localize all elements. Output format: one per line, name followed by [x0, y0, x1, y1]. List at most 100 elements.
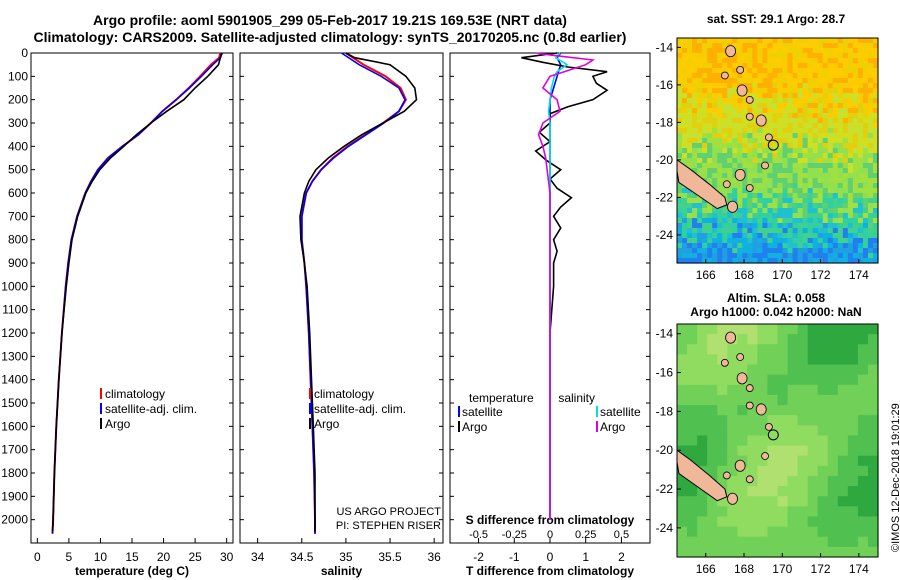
- map-field-cell: [857, 243, 864, 249]
- map-field-cell: [867, 153, 874, 159]
- map-field-cell: [762, 188, 769, 194]
- map-field-cell: [777, 183, 784, 189]
- map-field-cell: [842, 213, 849, 219]
- map-field-cell: [767, 475, 779, 487]
- map-field-cell: [807, 53, 814, 59]
- map-field-cell: [687, 496, 698, 507]
- map-field-cell: [827, 445, 839, 457]
- map-field-cell: [717, 78, 723, 84]
- map-field-cell: [737, 38, 743, 44]
- map-field-cell: [797, 455, 809, 467]
- map-field-cell: [867, 103, 874, 109]
- map-field-cell: [787, 153, 794, 159]
- map-field-cell: [717, 68, 723, 74]
- map-field-cell: [717, 143, 723, 149]
- map-field-cell: [742, 203, 748, 209]
- map-field-cell: [722, 193, 728, 199]
- map-field-cell: [697, 168, 703, 174]
- map-field-cell: [812, 198, 819, 204]
- map-field-cell: [837, 78, 844, 84]
- map-field-cell: [777, 133, 784, 139]
- map-field-cell: [857, 38, 864, 44]
- y-tick-label: 400: [8, 139, 28, 153]
- map-field-cell: [832, 108, 839, 114]
- map-field-cell: [787, 123, 794, 129]
- map-field-cell: [757, 445, 769, 457]
- map-field-cell: [812, 183, 819, 189]
- map-field-cell: [867, 203, 874, 209]
- map-field-cell: [822, 123, 829, 129]
- map-field-cell: [722, 83, 728, 89]
- map-field-cell: [852, 248, 859, 254]
- map-field-cell: [722, 213, 728, 219]
- map-field-cell: [697, 486, 708, 497]
- map-field-cell: [807, 425, 819, 437]
- map-field-cell: [707, 113, 713, 119]
- map-field-cell: [697, 258, 703, 264]
- map-field-cell: [712, 248, 718, 254]
- y-tick-label: 100: [8, 69, 28, 83]
- map-field-cell: [722, 78, 728, 84]
- map-field-cell: [847, 228, 854, 234]
- map-field-cell: [807, 496, 819, 507]
- map-field-cell: [812, 153, 819, 159]
- map-field-cell: [702, 258, 708, 264]
- map-field-cell: [862, 48, 869, 54]
- map-field-cell: [757, 138, 764, 144]
- map-field-cell: [742, 238, 748, 244]
- map-field-cell: [847, 374, 859, 386]
- map-field-cell: [757, 73, 764, 79]
- map-field-cell: [797, 384, 809, 396]
- map-field-cell: [732, 88, 738, 94]
- map-field-cell: [742, 143, 748, 149]
- map-field-cell: [802, 218, 809, 224]
- map-field-cell: [857, 203, 864, 209]
- map-field-cell: [717, 123, 723, 129]
- x-tick-label: 0: [547, 550, 554, 564]
- map-field-cell: [872, 198, 879, 204]
- landmass-island: [720, 71, 729, 80]
- map-x-tick-label: 172: [811, 562, 831, 576]
- map-field-cell: [682, 253, 688, 259]
- map-field-cell: [752, 73, 758, 79]
- map-field-cell: [697, 208, 703, 214]
- map-field-cell: [847, 43, 854, 49]
- legend-group-title: temperature: [469, 391, 534, 405]
- map-field-cell: [747, 168, 753, 174]
- map-field-cell: [827, 178, 834, 184]
- map-field-cell: [692, 43, 698, 49]
- map-field-cell: [677, 445, 688, 457]
- map-field-cell: [812, 118, 819, 124]
- map-field-cell: [697, 158, 703, 164]
- map-field-cell: [727, 364, 738, 376]
- map-field-cell: [822, 88, 829, 94]
- map-field-cell: [847, 536, 859, 548]
- map-field-cell: [757, 163, 764, 169]
- map-field-cell: [812, 73, 819, 79]
- map-field-cell: [677, 506, 688, 518]
- map-field-cell: [742, 128, 748, 134]
- map-field-cell: [817, 113, 824, 119]
- profile-location-marker: [767, 139, 779, 151]
- map-field-cell: [782, 88, 789, 94]
- map-field-cell: [717, 253, 723, 259]
- map-field-cell: [852, 63, 859, 69]
- legend-label: Argo: [600, 420, 626, 434]
- map-field-cell: [777, 113, 784, 119]
- map-field-cell: [772, 48, 779, 54]
- map-field-cell: [857, 486, 869, 497]
- map-field-cell: [847, 213, 854, 219]
- map-field-cell: [807, 415, 819, 426]
- map-field-cell: [702, 218, 708, 224]
- map-field-cell: [692, 68, 698, 74]
- map-field-cell: [832, 163, 839, 169]
- map-field-cell: [842, 133, 849, 139]
- map-field-cell: [727, 158, 733, 164]
- map-field-cell: [807, 238, 814, 244]
- map-field-cell: [722, 53, 728, 59]
- map-field-cell: [682, 118, 688, 124]
- map-field-cell: [712, 153, 718, 159]
- map-field-cell: [827, 168, 834, 174]
- map-field-cell: [837, 248, 844, 254]
- map-field-cell: [677, 415, 688, 426]
